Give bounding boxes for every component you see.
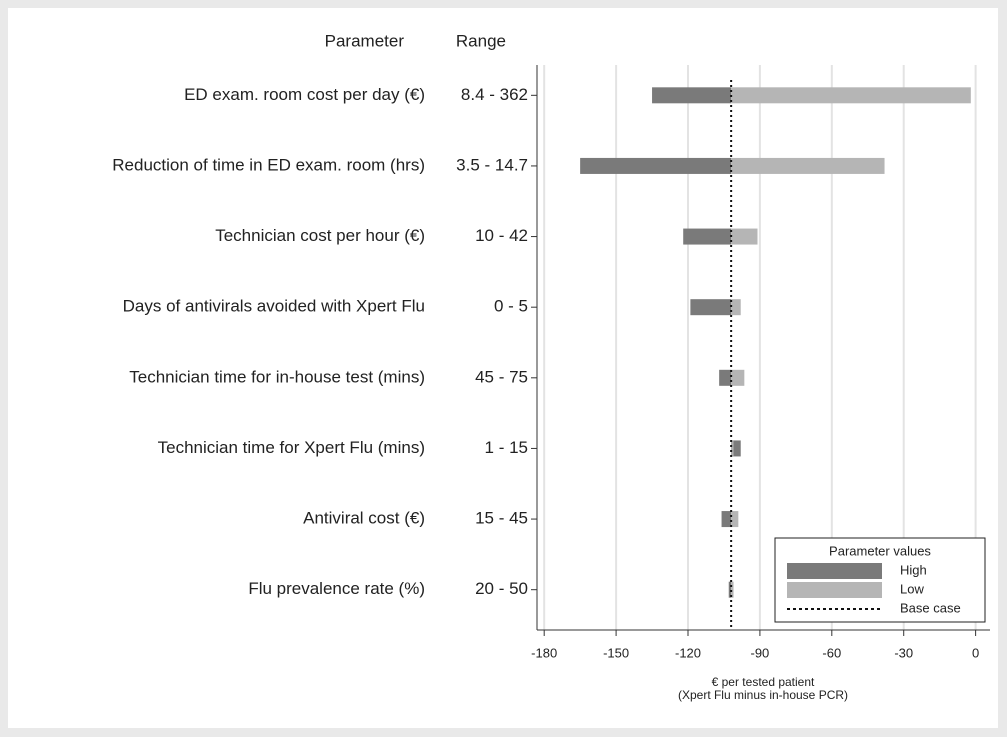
range-label: 15 - 45 [475, 509, 528, 528]
range-label: 8.4 - 362 [461, 85, 528, 104]
bar [721, 511, 732, 528]
parameter-label: Days of antivirals avoided with Xpert Fl… [123, 297, 425, 316]
legend-label: Low [900, 581, 924, 596]
bar [731, 157, 885, 174]
x-tick-label: 0 [972, 645, 979, 660]
range-header: Range [456, 31, 506, 50]
range-label: 20 - 50 [475, 579, 528, 598]
bar [731, 87, 971, 104]
x-tick-label: -30 [894, 645, 913, 660]
bar [731, 581, 734, 598]
parameter-label: Flu prevalence rate (%) [248, 579, 425, 598]
x-axis-note: (Xpert Flu minus in-house PCR) [678, 688, 848, 702]
parameter-label: Reduction of time in ED exam. room (hrs) [112, 155, 425, 174]
parameter-label: Technician time for Xpert Flu (mins) [158, 438, 425, 457]
parameter-label: Technician time for in-house test (mins) [129, 367, 425, 386]
range-label: 1 - 15 [485, 438, 528, 457]
range-label: 45 - 75 [475, 367, 528, 386]
legend-swatch [787, 582, 882, 598]
bar [731, 511, 739, 528]
bar [731, 299, 741, 316]
bar [731, 440, 741, 457]
bar [580, 157, 732, 174]
range-label: 3.5 - 14.7 [456, 155, 528, 174]
legend-title: Parameter values [829, 543, 931, 558]
range-label: 10 - 42 [475, 226, 528, 245]
range-label: 0 - 5 [494, 297, 528, 316]
x-axis-label: € per tested patient [712, 675, 815, 689]
bar [683, 228, 732, 245]
x-tick-label: -120 [675, 645, 701, 660]
parameter-label: ED exam. room cost per day (€) [184, 85, 425, 104]
x-tick-label: -150 [603, 645, 629, 660]
x-tick-label: -90 [751, 645, 770, 660]
bar [731, 369, 745, 386]
parameter-label: Technician cost per hour (€) [215, 226, 425, 245]
parameter-label: Antiviral cost (€) [303, 509, 425, 528]
bar [731, 440, 734, 457]
x-tick-label: -180 [531, 645, 557, 660]
bar [652, 87, 732, 104]
bar [731, 228, 758, 245]
bar [719, 369, 732, 386]
legend-swatch [787, 563, 882, 579]
parameter-header: Parameter [325, 31, 405, 50]
legend-label: High [900, 562, 927, 577]
bar [690, 299, 732, 316]
legend-label: Base case [900, 600, 961, 615]
x-tick-label: -60 [822, 645, 841, 660]
bar [728, 581, 732, 598]
